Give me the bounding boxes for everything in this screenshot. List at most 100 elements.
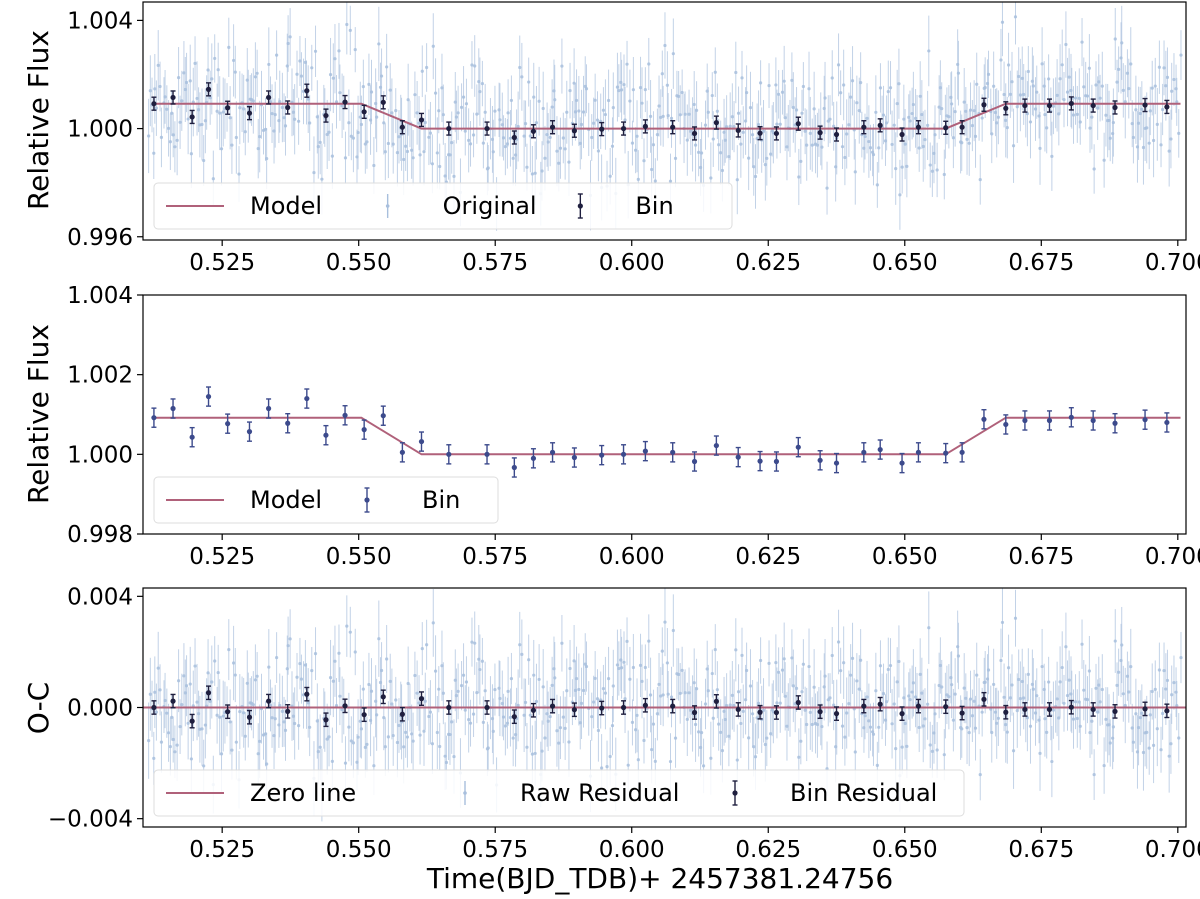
- raw-point: [855, 679, 859, 683]
- raw-point: [744, 119, 748, 123]
- x-tick-label: 0.575: [462, 544, 528, 570]
- raw-point: [243, 130, 247, 134]
- raw-point: [1169, 137, 1173, 141]
- raw-point: [1148, 109, 1152, 113]
- raw-point: [1162, 669, 1166, 673]
- raw-point: [163, 95, 167, 99]
- raw-point: [847, 701, 851, 706]
- raw-point: [270, 716, 274, 720]
- raw-point: [568, 89, 572, 93]
- raw-point: [960, 727, 964, 731]
- raw-point: [382, 121, 386, 125]
- raw-point: [1131, 740, 1136, 744]
- bin-point: [795, 121, 801, 127]
- raw-point: [383, 745, 387, 749]
- bin-point: [399, 711, 405, 717]
- raw-point: [1005, 730, 1009, 734]
- raw-point: [1115, 80, 1119, 84]
- bin-point: [959, 449, 965, 455]
- raw-point: [653, 759, 657, 763]
- raw-point: [777, 92, 781, 96]
- raw-point: [420, 646, 424, 651]
- raw-point: [228, 720, 232, 724]
- raw-point: [1018, 697, 1022, 701]
- raw-point: [855, 101, 859, 105]
- raw-point: [388, 679, 392, 683]
- raw-point: [351, 136, 356, 140]
- raw-point: [467, 138, 471, 142]
- raw-point: [1121, 88, 1125, 92]
- raw-point: [657, 682, 661, 686]
- x-tick-label: 0.525: [189, 837, 255, 863]
- raw-point: [522, 713, 526, 717]
- legend-label: Model: [250, 486, 322, 514]
- raw-point: [372, 764, 376, 768]
- raw-point: [286, 644, 290, 648]
- raw-point: [1145, 126, 1149, 130]
- raw-point: [1127, 690, 1131, 694]
- raw-point: [962, 100, 966, 104]
- raw-point: [871, 732, 876, 736]
- raw-point: [1155, 727, 1159, 731]
- bin-point: [735, 127, 741, 134]
- raw-point: [732, 703, 736, 708]
- raw-point: [491, 150, 495, 154]
- raw-point: [830, 653, 834, 658]
- bottom-ylabel: O-C: [22, 682, 55, 734]
- raw-point: [935, 748, 939, 752]
- raw-point: [968, 697, 973, 701]
- raw-point: [730, 115, 734, 119]
- raw-point: [168, 744, 172, 749]
- raw-point: [739, 721, 743, 726]
- raw-point: [1043, 112, 1047, 117]
- raw-point: [1082, 85, 1086, 89]
- raw-point: [353, 48, 357, 52]
- raw-point: [1058, 680, 1062, 684]
- raw-point: [888, 663, 893, 668]
- raw-point: [413, 673, 417, 678]
- raw-point: [375, 713, 379, 717]
- raw-point: [377, 42, 381, 46]
- raw-point: [193, 61, 197, 65]
- raw-point: [218, 111, 222, 115]
- raw-point: [666, 113, 670, 118]
- raw-point: [950, 102, 954, 106]
- raw-point: [935, 168, 939, 172]
- middle-ylabel: Relative Flux: [22, 324, 55, 504]
- raw-point: [830, 76, 834, 80]
- raw-point: [1038, 751, 1042, 756]
- raw-point: [1098, 700, 1102, 704]
- raw-point: [1075, 716, 1079, 721]
- raw-point: [572, 81, 576, 85]
- raw-point: [560, 641, 564, 645]
- raw-point: [327, 735, 331, 739]
- raw-point: [186, 117, 190, 121]
- raw-point: [863, 134, 867, 139]
- raw-point: [563, 726, 567, 730]
- raw-point: [661, 114, 665, 118]
- raw-point: [391, 733, 395, 738]
- raw-point: [537, 99, 541, 103]
- raw-point: [348, 630, 352, 634]
- raw-point: [782, 79, 786, 83]
- raw-point: [710, 93, 714, 98]
- raw-point: [1162, 66, 1166, 70]
- raw-point: [168, 140, 172, 144]
- raw-point: [406, 98, 410, 102]
- raw-point: [1147, 746, 1151, 750]
- raw-point: [308, 121, 312, 125]
- bin-point: [511, 714, 517, 720]
- raw-point: [1035, 90, 1039, 94]
- bin-point: [861, 703, 867, 709]
- raw-point: [992, 84, 996, 88]
- raw-point: [783, 694, 787, 698]
- raw-point: [206, 671, 210, 675]
- raw-point: [905, 744, 909, 748]
- raw-point: [461, 95, 466, 99]
- raw-point: [635, 134, 639, 138]
- raw-point: [1085, 698, 1090, 702]
- raw-point: [230, 748, 234, 752]
- bin-point: [304, 88, 310, 94]
- raw-point: [995, 721, 999, 725]
- raw-point: [256, 752, 260, 756]
